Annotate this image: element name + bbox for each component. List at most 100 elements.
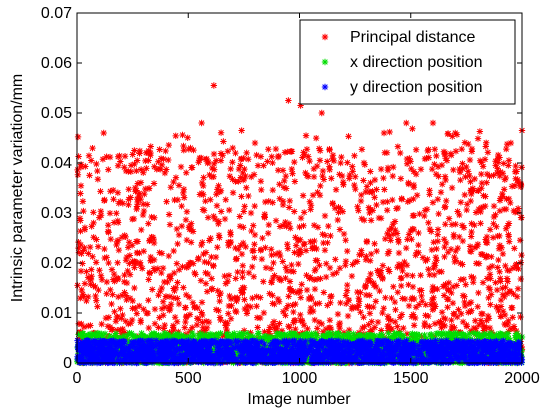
data-point xyxy=(346,175,353,182)
data-point xyxy=(362,256,370,263)
data-point xyxy=(107,188,114,195)
data-point xyxy=(80,293,87,300)
data-point xyxy=(499,285,506,292)
data-point xyxy=(300,322,308,329)
data-point xyxy=(156,166,164,173)
data-point xyxy=(178,222,186,230)
data-point xyxy=(198,179,206,187)
data-point xyxy=(416,210,423,218)
data-point xyxy=(392,330,400,337)
data-point xyxy=(88,223,95,230)
data-point xyxy=(375,269,382,276)
data-point xyxy=(355,332,362,339)
data-point xyxy=(247,332,255,340)
data-point xyxy=(185,293,193,301)
data-point xyxy=(158,284,165,292)
data-point xyxy=(361,323,368,331)
data-point xyxy=(462,281,469,288)
data-point xyxy=(277,252,284,260)
data-point xyxy=(307,304,315,312)
data-point xyxy=(514,205,522,212)
data-point xyxy=(340,329,348,336)
data-point xyxy=(431,146,438,153)
data-point xyxy=(452,329,459,337)
data-point xyxy=(204,159,211,167)
data-point xyxy=(503,290,511,297)
data-point xyxy=(90,282,97,289)
data-point xyxy=(380,129,388,137)
data-point xyxy=(450,166,457,174)
data-point xyxy=(126,271,134,278)
data-point xyxy=(199,311,206,319)
data-point xyxy=(474,345,482,353)
data-point xyxy=(516,237,524,244)
data-point xyxy=(160,325,168,332)
data-point xyxy=(80,207,87,215)
data-point xyxy=(511,209,519,216)
data-point xyxy=(506,238,513,245)
data-point xyxy=(503,145,510,153)
data-point xyxy=(171,287,178,295)
data-point xyxy=(195,159,202,166)
data-point xyxy=(158,250,166,257)
data-point xyxy=(335,321,343,328)
data-point xyxy=(94,167,101,175)
data-point xyxy=(412,252,419,259)
data-point xyxy=(358,215,365,222)
data-point xyxy=(348,305,356,313)
data-point xyxy=(303,146,311,153)
data-point xyxy=(344,247,351,255)
data-point xyxy=(366,292,373,299)
data-point xyxy=(497,296,505,304)
data-point xyxy=(183,236,191,244)
data-point xyxy=(368,332,375,340)
data-point xyxy=(304,325,311,333)
data-point xyxy=(403,244,410,252)
data-point xyxy=(183,333,191,341)
data-point xyxy=(94,176,102,183)
data-point xyxy=(496,232,503,240)
data-point xyxy=(243,334,251,341)
data-point xyxy=(466,330,473,338)
data-point xyxy=(374,267,381,274)
data-point xyxy=(265,198,272,205)
data-point xyxy=(190,146,197,154)
data-point xyxy=(283,267,291,275)
data-point xyxy=(501,176,508,183)
data-point xyxy=(371,176,379,184)
data-point xyxy=(309,192,317,199)
data-point xyxy=(82,163,89,170)
data-point xyxy=(501,293,508,301)
data-point xyxy=(345,133,352,140)
data-point xyxy=(453,313,461,321)
data-point xyxy=(265,335,273,342)
data-point xyxy=(145,276,152,283)
data-point xyxy=(186,311,194,318)
data-point xyxy=(207,348,214,355)
data-point xyxy=(197,277,205,284)
data-point xyxy=(266,290,273,297)
data-point xyxy=(499,308,507,315)
data-point xyxy=(279,258,286,265)
data-point xyxy=(299,336,307,344)
data-point xyxy=(400,334,407,341)
data-point xyxy=(512,175,519,182)
data-point xyxy=(225,272,233,279)
data-point xyxy=(432,254,440,261)
data-point xyxy=(298,281,305,288)
data-point xyxy=(497,168,504,176)
data-point xyxy=(354,203,361,210)
data-point xyxy=(251,139,259,147)
data-point xyxy=(394,357,401,364)
data-point xyxy=(106,210,114,217)
data-point xyxy=(303,272,310,279)
data-point xyxy=(317,275,324,282)
data-point xyxy=(282,332,290,339)
data-point xyxy=(454,208,461,215)
data-point xyxy=(140,306,147,313)
data-point xyxy=(150,180,158,187)
data-point xyxy=(452,148,460,155)
data-point xyxy=(372,298,380,305)
data-point xyxy=(482,324,490,331)
data-point xyxy=(490,202,498,210)
